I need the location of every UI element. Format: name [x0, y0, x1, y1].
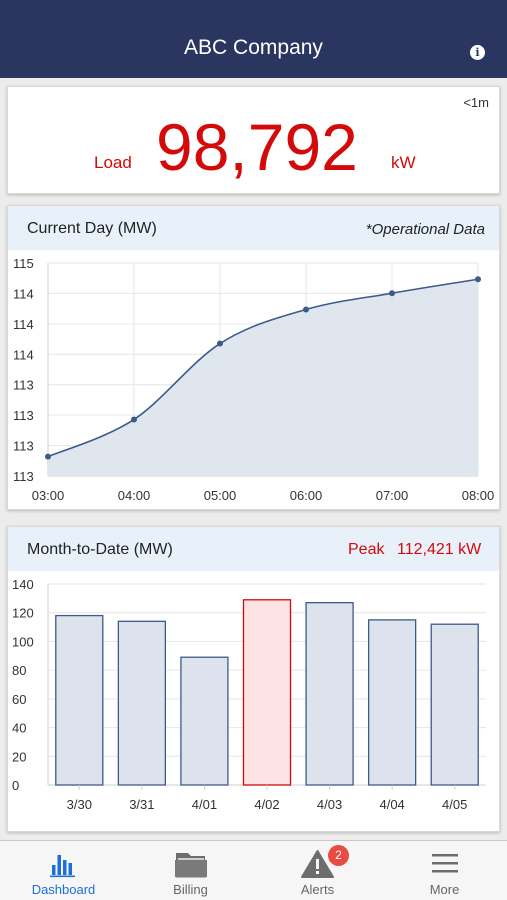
bar	[55, 614, 104, 786]
data-point	[475, 276, 481, 283]
y-tick-label: 40	[12, 721, 26, 736]
month-to-date-card: Month-to-Date (MW) Peak 112,421 kW 140 12…	[7, 526, 500, 832]
current-day-header: Current Day (MW) *Operational Data	[8, 206, 499, 250]
load-card: <1m Load 98,792 kW	[7, 86, 500, 194]
x-tick-label: 07:00	[376, 488, 409, 503]
y-tick-label: 0	[12, 778, 19, 793]
x-tick-label: 08:00	[462, 488, 495, 503]
tab-more-label: More	[429, 882, 460, 897]
bar	[305, 602, 354, 786]
y-tick-label: 100	[12, 634, 34, 649]
tab-dashboard-label: Dashboard	[31, 882, 96, 897]
bar-chart-icon	[50, 855, 75, 878]
tab-dashboard[interactable]: Dashboard	[0, 841, 127, 900]
tab-billing-label: Billing	[173, 882, 208, 897]
peak-label: Peak	[348, 541, 385, 558]
x-tick-label: 4/03	[317, 797, 342, 812]
load-unit: kW	[391, 153, 416, 172]
y-tick-label: 113	[13, 469, 34, 484]
y-tick-label: 120	[12, 606, 34, 621]
tab-alerts[interactable]: 2 Alerts	[254, 841, 381, 900]
y-tick-label: 80	[12, 663, 26, 678]
x-tick-label: 3/31	[129, 797, 154, 812]
y-tick-label: 113	[13, 439, 34, 454]
peak-bar	[242, 599, 292, 786]
month-to-date-header: Month-to-Date (MW) Peak 112,421 kW	[8, 527, 499, 571]
y-tick-label: 60	[12, 692, 26, 707]
data-freshness: <1m	[463, 95, 489, 110]
x-tick-label: 4/01	[192, 797, 217, 812]
month-to-date-chart: 140 120 100 80 60 40 20 0 3/30 3/31 4/01 4/02 4/03 4/…	[12, 577, 486, 812]
folder-icon	[175, 853, 207, 878]
x-tick-label: 4/05	[442, 797, 467, 812]
y-tick-label: 114	[13, 317, 34, 332]
x-tick-label: 3/30	[67, 797, 92, 812]
bar	[367, 619, 417, 786]
x-tick-label: 4/02	[254, 797, 279, 812]
warning-icon	[301, 850, 334, 878]
month-to-date-title: Month-to-Date (MW)	[27, 541, 173, 558]
x-tick-label: 04:00	[118, 488, 151, 503]
alerts-badge: 2	[328, 845, 349, 866]
operational-data-note: *Operational Data	[365, 221, 485, 238]
menu-icon	[432, 854, 458, 873]
bar	[117, 620, 167, 786]
bar	[180, 656, 229, 786]
x-tick-label: 03:00	[32, 488, 65, 503]
tab-alerts-label: Alerts	[300, 882, 335, 897]
page-title: ABC Company	[184, 36, 323, 59]
y-tick-label: 113	[13, 378, 34, 393]
tab-billing[interactable]: Billing	[127, 841, 254, 900]
y-tick-label: 140	[12, 577, 34, 592]
load-value: 98,792	[156, 110, 358, 184]
load-label: Load	[94, 153, 132, 172]
info-icon[interactable]: i	[470, 45, 485, 60]
data-point	[303, 306, 309, 313]
tab-bar: Dashboard Billing 2 Alerts More	[0, 840, 507, 900]
current-day-card: Current Day (MW) *Operational Data 115 11…	[7, 205, 500, 510]
tab-more[interactable]: More	[381, 841, 507, 900]
x-tick-label: 06:00	[290, 488, 323, 503]
bar	[430, 623, 479, 786]
y-tick-label: 113	[13, 408, 34, 423]
data-point	[217, 340, 223, 347]
series-area	[48, 279, 478, 476]
current-day-title: Current Day (MW)	[27, 220, 157, 237]
series-line	[47, 278, 479, 458]
y-tick-label: 115	[13, 256, 34, 271]
data-point	[45, 453, 51, 460]
y-tick-label: 114	[13, 286, 34, 301]
y-tick-label: 20	[12, 749, 26, 764]
data-point	[131, 416, 137, 423]
x-tick-label: 05:00	[204, 488, 237, 503]
data-point	[389, 290, 395, 297]
y-tick-label: 114	[13, 347, 34, 362]
x-tick-label: 4/04	[379, 797, 404, 812]
current-day-chart: 115 114 114 114 113 113 113 113 03:00 04:00 05:00 0…	[13, 256, 495, 503]
app-header: ABC Company i	[0, 0, 507, 78]
peak-value: 112,421 kW	[397, 541, 482, 558]
